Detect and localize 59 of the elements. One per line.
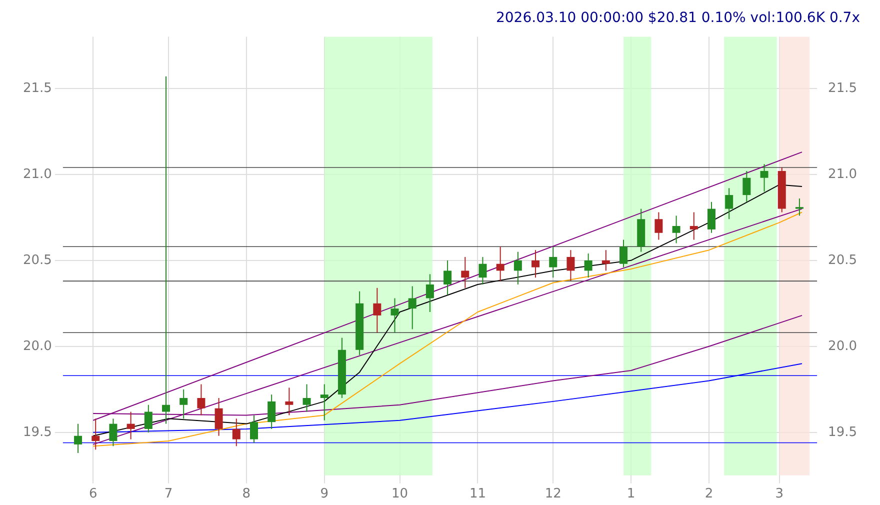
candlestick [180, 388, 188, 420]
candlestick [478, 256, 487, 285]
candlestick [707, 201, 716, 234]
x-tick-label: 10 [392, 486, 408, 502]
y-tick-label: 19.5 [22, 424, 52, 440]
candlestick [232, 418, 240, 447]
x-tick-label: 8 [242, 486, 251, 502]
candlestick [444, 260, 452, 296]
candlestick [408, 286, 416, 330]
candlestick [672, 215, 680, 244]
x-tick-label: 6 [88, 486, 98, 502]
candlestick [566, 250, 575, 282]
x-tick-label: 11 [469, 486, 486, 502]
candlestick [197, 384, 206, 416]
candlestick [549, 246, 558, 278]
y-tick-label: 21.0 [22, 166, 52, 182]
candlestick [320, 384, 328, 421]
candlestick [302, 384, 311, 412]
candlestick [514, 251, 522, 285]
x-tick-label: 12 [544, 486, 562, 502]
candlestick [268, 394, 276, 430]
candlestick [742, 170, 751, 202]
y2-tick-label: 20.0 [828, 338, 858, 354]
chart-title: 2026.03.10 00:00:00 $20.81 0.10% vol:100.6K 0.7x [496, 10, 860, 26]
y2-tick-label: 21.0 [828, 166, 858, 182]
candlestick [126, 411, 135, 440]
x-tick-label: 3 [775, 486, 784, 502]
candlestick [496, 246, 504, 282]
y-tick-label: 21.5 [22, 80, 52, 96]
candlestick [602, 250, 610, 272]
x-tick-label: 2 [704, 486, 714, 502]
y-tick-label: 20.5 [22, 252, 52, 268]
x-tick-label: 7 [164, 486, 173, 502]
candlestick [285, 387, 294, 416]
y2-tick-label: 21.5 [828, 80, 858, 96]
candlestick [373, 287, 382, 334]
x-tick-label: 1 [626, 486, 636, 502]
candlestick [162, 76, 170, 424]
candlestick [214, 398, 223, 436]
candlestick [654, 212, 663, 240]
candlestick [760, 164, 768, 192]
y2-tick-label: 19.5 [828, 424, 858, 440]
candlestick [584, 253, 592, 278]
x-tick-label: 9 [320, 486, 329, 502]
y2-tick-label: 20.5 [828, 252, 858, 268]
candlestick [74, 423, 82, 454]
candlestick [795, 198, 804, 216]
candlestick [461, 256, 470, 288]
candlestick [109, 418, 118, 447]
candlestick [725, 188, 734, 220]
candlestick [250, 414, 258, 444]
candlestick [690, 212, 698, 240]
candlestick [390, 298, 399, 334]
candlestick [144, 404, 152, 433]
candlestick [532, 250, 540, 278]
y-tick-label: 20.0 [22, 338, 52, 354]
candlestick [426, 274, 434, 312]
candlestick [620, 239, 628, 268]
candlestick [92, 418, 100, 450]
